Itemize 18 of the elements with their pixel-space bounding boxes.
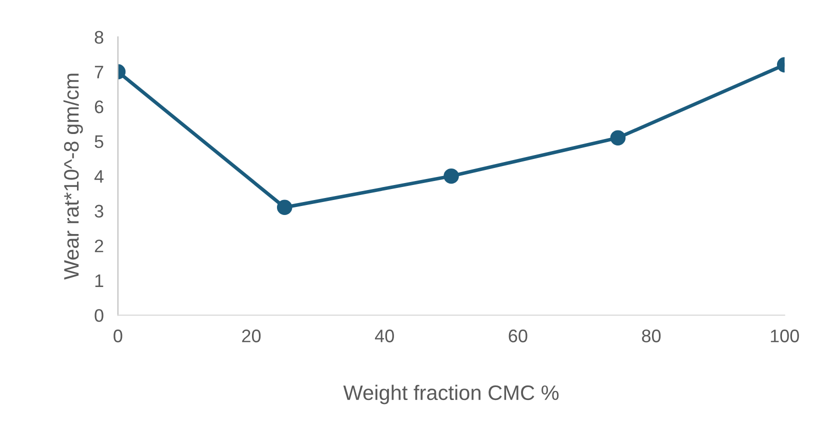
y-tick-label: 1 bbox=[95, 274, 104, 287]
x-tick-label: 20 bbox=[242, 330, 261, 342]
y-tick-label: 8 bbox=[94, 30, 104, 44]
x-tick-label: 0 bbox=[114, 330, 122, 342]
y-tick-label: 6 bbox=[94, 100, 104, 114]
y-tick-label: 2 bbox=[94, 240, 104, 252]
y-axis-title: Wear rat*10^-8 gm/cm bbox=[63, 74, 83, 280]
x-axis-title: Weight fraction CMC % bbox=[343, 384, 559, 404]
point bbox=[444, 168, 459, 184]
x-tick-label: 40 bbox=[374, 330, 394, 342]
y-tick-label: 5 bbox=[94, 135, 104, 148]
y-tick-label: 3 bbox=[94, 204, 104, 218]
x-tick-label: 60 bbox=[508, 330, 528, 342]
y-tick-label: 4 bbox=[94, 170, 104, 183]
x-tick-label: 100 bbox=[770, 330, 799, 342]
y-tick-label: 0 bbox=[94, 309, 104, 322]
y-tick-label: 7 bbox=[94, 66, 104, 78]
x-tick-label: 80 bbox=[642, 330, 661, 342]
